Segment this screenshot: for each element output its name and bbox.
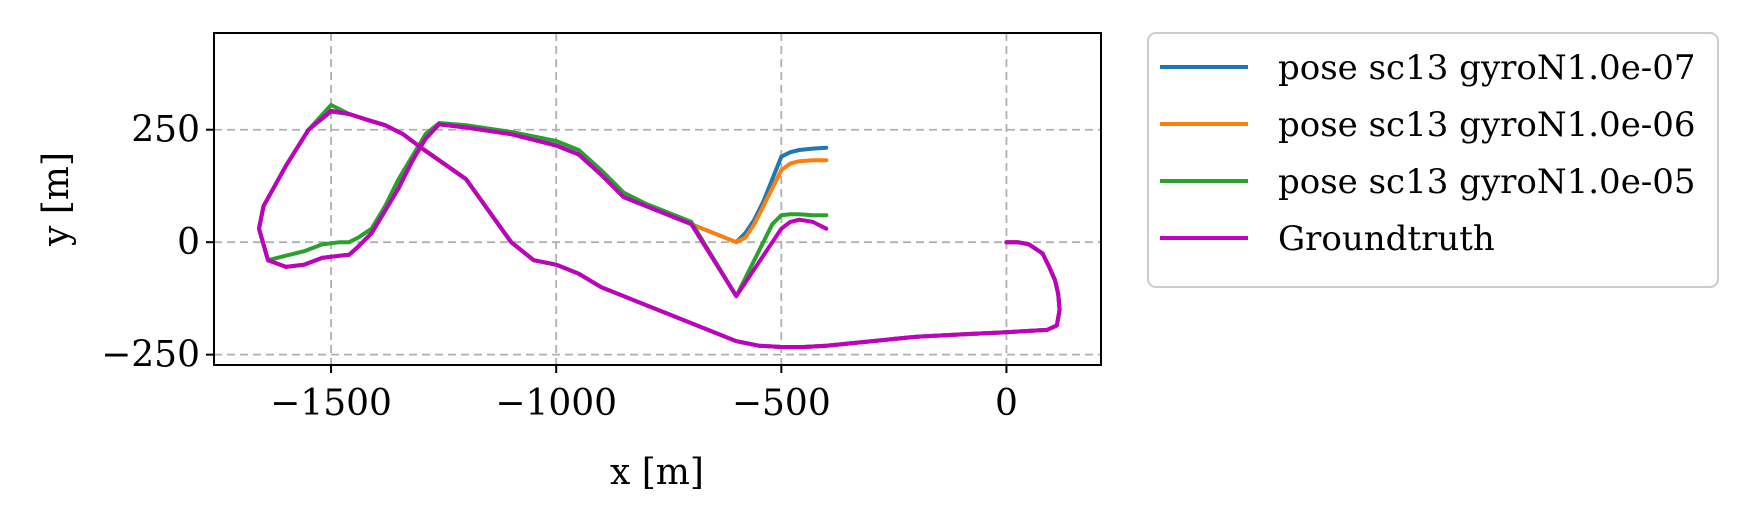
- legend-frame: [1147, 32, 1719, 288]
- y-tick-label: −250: [101, 335, 200, 376]
- legend-label-1: pose sc13 gyroN1.0e-07: [1278, 48, 1696, 88]
- series-layer: [257, 103, 1062, 349]
- legend-label-4: Groundtruth: [1278, 219, 1495, 259]
- series-line-4: [257, 108, 1062, 349]
- ticks: −1500 −1000 −500 0 −250 0 250: [101, 110, 1018, 424]
- x-axis-label: x [m]: [610, 452, 704, 493]
- x-tick-label: 0: [995, 383, 1018, 424]
- x-tick-label: −500: [732, 383, 831, 424]
- y-tick-label: 0: [177, 222, 200, 263]
- plot-frame: [213, 32, 1102, 366]
- y-tick-label: 250: [131, 110, 200, 151]
- grid: [214, 33, 1101, 365]
- legend-label-3: pose sc13 gyroN1.0e-05: [1278, 162, 1696, 202]
- legend-label-2: pose sc13 gyroN1.0e-06: [1278, 105, 1696, 145]
- y-axis-label: y [m]: [36, 152, 77, 247]
- legend: pose sc13 gyroN1.0e-07 pose sc13 gyroN1.0…: [1147, 32, 1719, 288]
- x-tick-label: −1000: [495, 383, 617, 424]
- x-tick-label: −1500: [270, 383, 392, 424]
